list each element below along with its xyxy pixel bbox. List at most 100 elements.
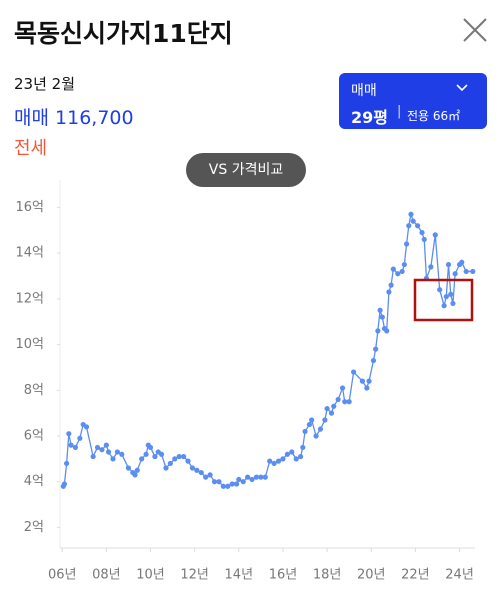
selector-area: 전용 66㎡ — [407, 109, 461, 123]
price-point — [134, 467, 140, 473]
price-point — [132, 472, 138, 478]
price-point — [147, 444, 154, 451]
sale-label: 매매 — [14, 107, 49, 129]
y-tick-label: 6억 — [24, 429, 44, 444]
x-tick-label: 20년 — [357, 568, 386, 583]
price-point — [66, 431, 72, 437]
compare-button[interactable]: VS 가격비교 — [186, 153, 306, 187]
x-tick-label: 22년 — [401, 568, 430, 583]
price-point — [298, 453, 304, 460]
price-point — [229, 481, 235, 487]
x-tick-label: 10년 — [136, 568, 165, 583]
price-point — [203, 474, 209, 480]
price-point — [216, 479, 222, 485]
price-point — [300, 444, 306, 451]
price-point — [377, 307, 383, 313]
price-point — [64, 460, 70, 467]
price-point — [207, 472, 213, 478]
price-point — [408, 211, 414, 217]
price-point — [125, 465, 132, 471]
x-tick-label: 06년 — [48, 568, 77, 583]
x-tick-label: 08년 — [92, 568, 121, 583]
price-point — [443, 293, 449, 300]
price-point — [94, 444, 101, 451]
price-point — [432, 232, 438, 238]
selector-size: 29평 — [351, 108, 388, 127]
price-point — [211, 479, 218, 485]
price-point — [324, 405, 330, 412]
price-point — [437, 287, 443, 293]
price-point — [346, 399, 352, 405]
price-point — [421, 236, 427, 243]
price-point — [331, 403, 337, 409]
highlight-box — [413, 278, 474, 322]
type-selector[interactable]: 매매 29평 | 전용 66㎡ — [339, 73, 487, 129]
price-point — [309, 417, 315, 423]
price-point — [275, 458, 282, 464]
price-point — [280, 456, 286, 462]
price-point — [350, 369, 357, 375]
price-point — [220, 483, 226, 489]
price-point — [176, 453, 182, 460]
price-point — [450, 300, 456, 307]
price-point — [375, 328, 381, 334]
price-point — [110, 456, 116, 462]
price-point — [463, 268, 469, 275]
price-point — [240, 479, 246, 485]
title: 목동신시가지11단지 — [14, 19, 233, 48]
x-tick-label: 12년 — [180, 568, 209, 583]
price-point — [401, 261, 407, 268]
price-point — [284, 451, 290, 457]
selector-type: 매매 — [351, 83, 377, 99]
price-point — [90, 453, 96, 460]
x-tick-label: 18년 — [313, 568, 342, 583]
price-point — [322, 417, 328, 423]
price-point — [139, 456, 145, 462]
price-point — [364, 385, 370, 391]
price-point — [249, 476, 255, 483]
price-point — [302, 428, 308, 435]
price-point — [386, 289, 392, 295]
price-point — [448, 291, 454, 297]
price-point — [410, 218, 416, 224]
price-point — [267, 458, 273, 464]
price-point — [119, 451, 125, 457]
price-point — [452, 271, 458, 277]
price-point — [373, 346, 379, 352]
close-button[interactable] — [462, 17, 488, 43]
y-tick-label: 10억 — [15, 337, 44, 352]
price-point — [61, 481, 68, 487]
price-point — [395, 271, 401, 277]
price-point — [428, 264, 434, 270]
y-tick-label: 8억 — [24, 383, 44, 398]
price-point — [445, 261, 452, 268]
price-point — [198, 469, 204, 476]
price-point — [225, 483, 231, 489]
price-point — [335, 396, 341, 403]
price-point — [328, 410, 335, 416]
price-point — [342, 399, 348, 405]
price-point — [306, 421, 313, 428]
y-tick-label: 4억 — [24, 474, 44, 489]
date: 23년 2월 — [14, 75, 75, 93]
price-point — [68, 442, 74, 448]
y-tick-label: 2억 — [24, 520, 44, 535]
price-point — [359, 378, 366, 384]
price-point — [370, 357, 377, 364]
price-point — [262, 474, 268, 480]
price-point — [236, 476, 242, 483]
price-point — [189, 465, 196, 471]
price-point — [163, 465, 169, 471]
chevron — [456, 84, 468, 92]
sale-line: 매매 116,700 — [14, 103, 134, 130]
price-point — [103, 442, 109, 448]
price-point — [77, 435, 83, 441]
price-point — [253, 474, 260, 480]
price-point — [470, 268, 476, 275]
price-point — [289, 449, 295, 455]
price-point — [181, 453, 187, 460]
price-point — [390, 266, 396, 272]
separator: | — [397, 104, 402, 119]
